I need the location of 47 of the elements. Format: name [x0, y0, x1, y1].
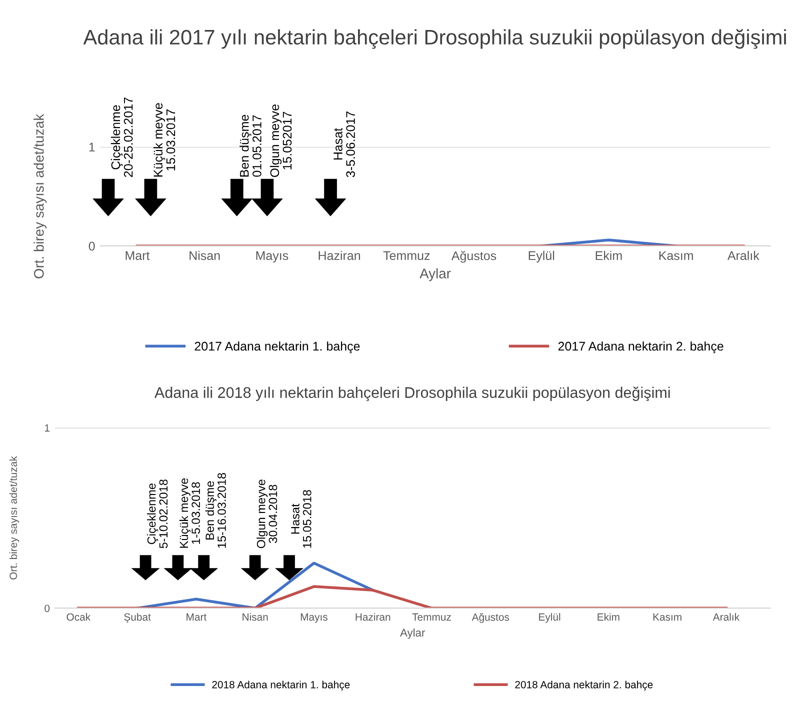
annotation: Çiçeklenme 20-25.02.2017: [110, 98, 133, 177]
legend-label: 2017 Adana nektarin 1. bahçe: [194, 341, 360, 354]
y-tick-label: 0: [44, 604, 50, 612]
annotation: Küçük meyve 15.03.2017: [153, 103, 176, 177]
x-tick-label: Kasım: [653, 613, 682, 621]
annotation: Olgun meyve 15.052017: [270, 104, 292, 178]
x-tick-label: Aralık: [712, 613, 740, 621]
annotation: Hasat 15.05.2018: [291, 490, 312, 548]
x-tick-label: Mart: [126, 251, 150, 260]
y-axis-title: Ort. birey sayısı adet/tuzak: [34, 114, 47, 278]
y-tick-label: 1: [44, 424, 50, 432]
x-tick-label: Eylül: [528, 250, 554, 262]
annotation: Çiçeklenme 5-10.02.2018: [147, 480, 168, 548]
x-tick-label: Ağustos: [451, 250, 496, 263]
x-tick-label: Nisan: [242, 613, 268, 621]
y-tick-label: 1: [89, 142, 95, 152]
x-tick-label: Temmuz: [383, 251, 430, 260]
x-tick-label: Temmuz: [412, 613, 451, 621]
x-tick-label: Mart: [186, 613, 207, 621]
x-tick-label: Ekim: [596, 250, 622, 260]
chart-title: Adana ili 2017 yılı nektarin bahçeleri Drosophila suzukii popülasyon değişimi: [83, 29, 786, 49]
x-tick-label: Eylül: [539, 613, 560, 623]
x-tick-label: Mayıs: [300, 613, 328, 623]
legend-label: 2018 Adana nektarin 2. bahçe: [515, 680, 653, 690]
annotation: Ben düşme 15-16.03.2018: [205, 473, 226, 548]
x-tick-label: Ağustos: [472, 613, 510, 623]
line-series: [136, 562, 374, 608]
annotation: Ben düşme 01.05.2017: [240, 114, 262, 177]
x-tick-label: Şubat: [124, 613, 151, 623]
x-tick-label: Haziran: [318, 250, 360, 260]
x-axis-title: Aylar: [420, 268, 451, 282]
chart-title: Adana ili 2018 yılı nektarin bahçeleri Drosophila suzukii popülasyon değişimi: [154, 386, 670, 402]
x-tick-label: Ocak: [66, 613, 91, 621]
x-axis-title: Aylar: [400, 628, 425, 639]
x-tick-label: Kasım: [659, 251, 693, 260]
annotation: Hasat 3-5.06.2017: [334, 112, 355, 178]
y-tick-label: 0: [88, 242, 95, 251]
x-tick-label: Nisan: [190, 250, 220, 260]
x-tick-label: Aralık: [727, 250, 760, 260]
x-tick-label: Haziran: [356, 613, 390, 621]
y-axis-title: Ort. birey sayısı adet/tuzak: [9, 456, 20, 580]
legend-label: 2017 Adana nektarin 2. bahçe: [558, 341, 724, 354]
annotation: Küçük meyve 1-5.03.2018: [179, 478, 200, 548]
legend-label: 2018 Adana nektarin 1. bahçe: [212, 680, 350, 690]
x-tick-label: Mayıs: [256, 251, 288, 262]
annotation: Olgun meyve 30.04.2018: [256, 480, 278, 548]
x-tick-label: Ekim: [598, 613, 620, 621]
